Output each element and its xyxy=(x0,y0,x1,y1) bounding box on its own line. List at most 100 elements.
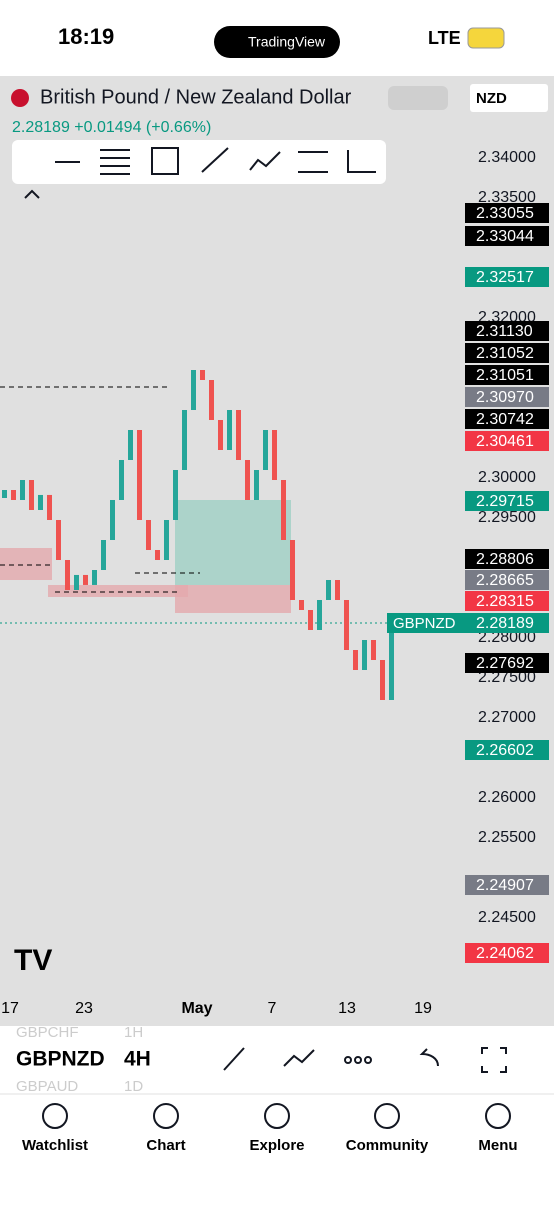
nav-icon xyxy=(264,1103,290,1129)
y-tick-label: 2.27000 xyxy=(478,709,536,726)
header-bg xyxy=(0,80,465,140)
candle xyxy=(182,410,187,470)
profit-zone xyxy=(175,500,291,585)
candle xyxy=(137,430,142,520)
app-pill xyxy=(214,26,340,58)
currency: NZD xyxy=(476,90,507,107)
symbol[interactable]: GBPNZD xyxy=(16,1048,105,1071)
price-tag-label: 2.29715 xyxy=(476,493,534,510)
candle xyxy=(353,650,358,670)
candle xyxy=(29,480,34,510)
candle xyxy=(254,470,259,500)
draw-tools[interactable] xyxy=(55,147,376,175)
y-tick-label: 2.28000 xyxy=(478,629,536,646)
quote: 2.28189 +0.01494 (+0.66%) xyxy=(12,119,211,136)
candle xyxy=(281,480,286,540)
price-tag xyxy=(465,591,549,611)
candle xyxy=(344,600,349,650)
price-tag xyxy=(465,267,549,287)
y-tick-label: 2.24500 xyxy=(478,909,536,926)
price-tag xyxy=(465,387,549,407)
candle xyxy=(2,490,7,498)
x-tick-label: 23 xyxy=(75,1000,93,1017)
symbol-bar xyxy=(0,1026,554,1092)
price-tag-label: 2.31052 xyxy=(476,345,534,362)
network: LTE xyxy=(428,28,461,48)
price-tag xyxy=(465,740,549,760)
x-tick-label: 19 xyxy=(414,1000,432,1017)
price-tag-label: 2.28665 xyxy=(476,572,534,589)
price-tag xyxy=(465,203,549,223)
candle xyxy=(308,610,313,630)
zone xyxy=(48,585,188,597)
interval[interactable]: 4H xyxy=(124,1048,151,1071)
x-tick-label: May xyxy=(181,1000,212,1017)
prev-interval: 1H xyxy=(124,1024,143,1041)
price-tag-label: 2.33055 xyxy=(476,205,534,222)
candle xyxy=(218,420,223,450)
y-tick-label: 2.27500 xyxy=(478,669,536,686)
price-tag xyxy=(465,409,549,429)
currency-select[interactable] xyxy=(470,84,548,112)
candle xyxy=(146,520,151,550)
tv-logo: TV xyxy=(14,944,52,977)
y-tick-label: 2.30000 xyxy=(478,469,536,486)
price-tag xyxy=(465,653,549,673)
price-tag-label: 2.30742 xyxy=(476,411,534,428)
price-tag-label: 2.31051 xyxy=(476,367,534,384)
candle xyxy=(101,540,106,570)
nav-icon xyxy=(153,1103,179,1129)
candle xyxy=(245,460,250,500)
candle xyxy=(200,370,205,380)
price-tag xyxy=(465,943,549,963)
indicator-btn[interactable] xyxy=(388,86,448,110)
candle xyxy=(56,520,61,560)
price-tag xyxy=(465,491,549,511)
symbol-tag-label: GBPNZD xyxy=(393,615,456,632)
symbol-tag xyxy=(387,613,465,633)
y-tick-label: 2.33500 xyxy=(478,189,536,206)
candle xyxy=(209,380,214,420)
candle xyxy=(299,600,304,610)
prev-symbol: GBPCHF xyxy=(16,1024,79,1041)
candle xyxy=(65,560,70,590)
candle xyxy=(191,370,196,410)
battery xyxy=(467,27,505,49)
price-tag-label: 2.24907 xyxy=(476,877,534,894)
candle xyxy=(92,570,97,585)
candle xyxy=(155,550,160,560)
nav-label[interactable]: Menu xyxy=(478,1137,517,1154)
candle xyxy=(290,540,295,600)
symbol-title: British Pound / New Zealand Dollar xyxy=(40,86,352,108)
price-tag-label: 2.30970 xyxy=(476,389,534,406)
candle xyxy=(38,494,43,510)
price-tag xyxy=(465,343,549,363)
y-tick-label: 2.26000 xyxy=(478,789,536,806)
price-tag xyxy=(465,365,549,385)
price-tag-label: 2.24062 xyxy=(476,945,534,962)
price-tag-label: 2.33044 xyxy=(476,228,534,245)
collapse[interactable] xyxy=(24,189,40,199)
flag xyxy=(11,89,29,107)
price-tag-label: 2.28806 xyxy=(476,551,534,568)
price-tag-label: 2.30461 xyxy=(476,433,534,450)
price-tag-label: 2.26602 xyxy=(476,742,534,759)
chart-actions[interactable] xyxy=(223,1047,507,1073)
nav-label[interactable]: Community xyxy=(346,1137,429,1154)
candle xyxy=(11,490,16,500)
price-tag-label: 2.31130 xyxy=(476,323,533,340)
price-tag xyxy=(465,321,549,341)
nav-label[interactable]: Watchlist xyxy=(22,1137,88,1154)
candle xyxy=(110,500,115,540)
time: 18:19 xyxy=(58,24,114,49)
loss-zone xyxy=(175,585,291,613)
candle xyxy=(263,430,268,470)
nav-label[interactable]: Explore xyxy=(249,1137,304,1154)
zone xyxy=(0,548,52,580)
y-tick-label: 2.25500 xyxy=(478,829,536,846)
price-tag-label: 2.28315 xyxy=(476,593,534,610)
candle xyxy=(227,410,232,450)
y-tick-label: 2.29500 xyxy=(478,509,536,526)
nav-label[interactable]: Chart xyxy=(146,1137,185,1154)
price-tag xyxy=(465,613,549,633)
